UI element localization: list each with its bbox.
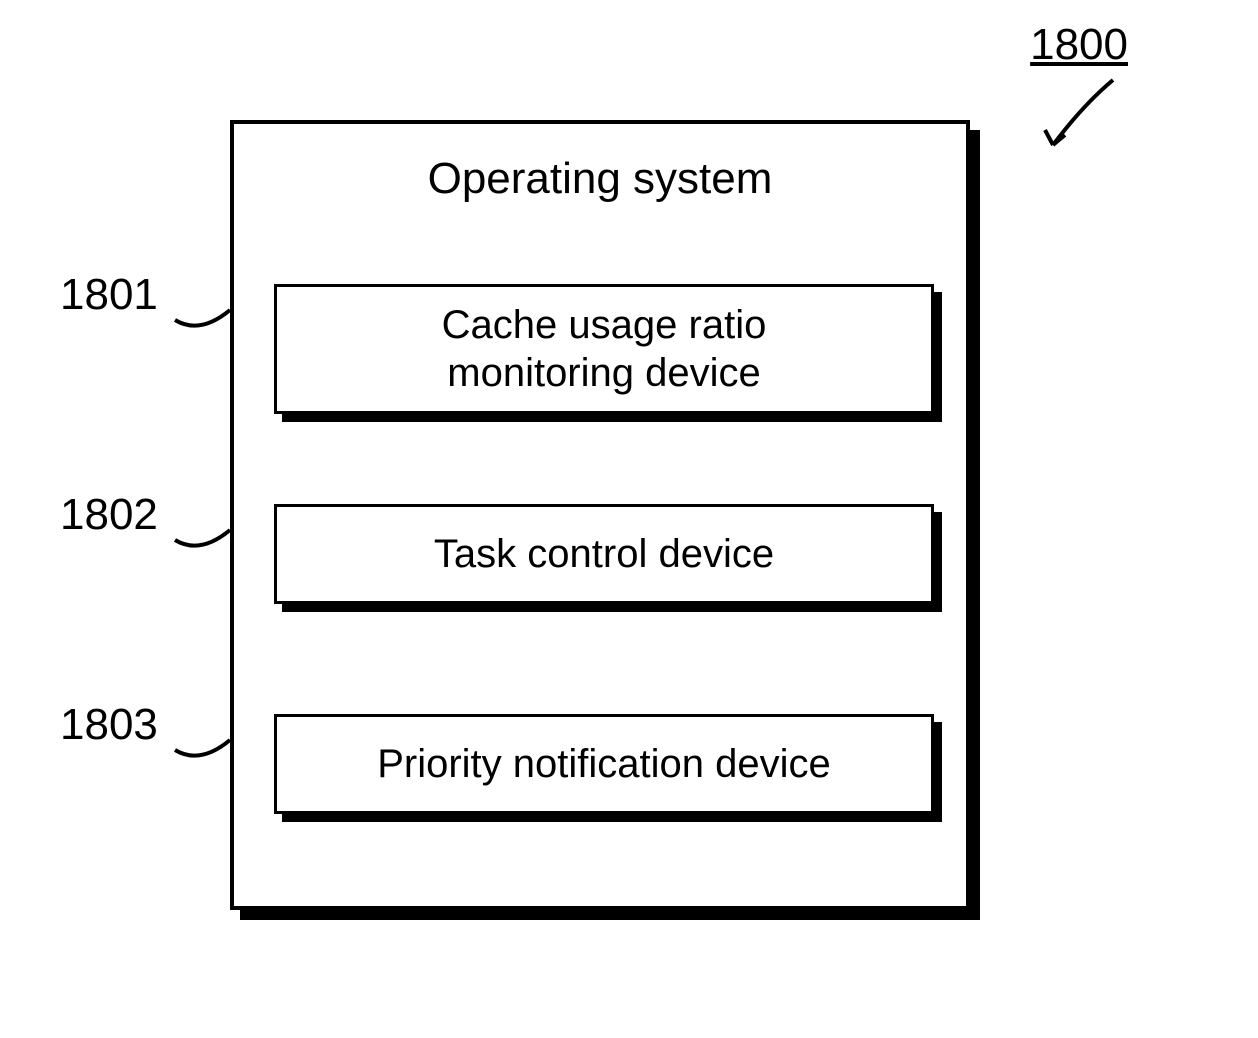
- diagram-container: Operating system Cache usage ratiomonito…: [230, 120, 970, 920]
- ref-label-1803: 1803: [60, 700, 158, 750]
- main-reference-number: 1800: [1030, 20, 1128, 70]
- connector-1802: [170, 520, 250, 560]
- box1-label: Cache usage ratiomonitoring device: [442, 301, 767, 397]
- cache-usage-box: Cache usage ratiomonitoring device: [274, 284, 934, 414]
- operating-system-box: Operating system Cache usage ratiomonito…: [230, 120, 970, 910]
- box3-label: Priority notification device: [377, 740, 831, 788]
- connector-1801: [170, 300, 250, 340]
- ref-label-1802: 1802: [60, 490, 158, 540]
- connector-1803: [170, 730, 250, 770]
- operating-system-title: Operating system: [234, 154, 966, 204]
- ref-label-1801: 1801: [60, 270, 158, 320]
- task-control-box: Task control device: [274, 504, 934, 604]
- reference-arrow: [1033, 75, 1133, 155]
- priority-notification-box: Priority notification device: [274, 714, 934, 814]
- box2-label: Task control device: [434, 530, 774, 578]
